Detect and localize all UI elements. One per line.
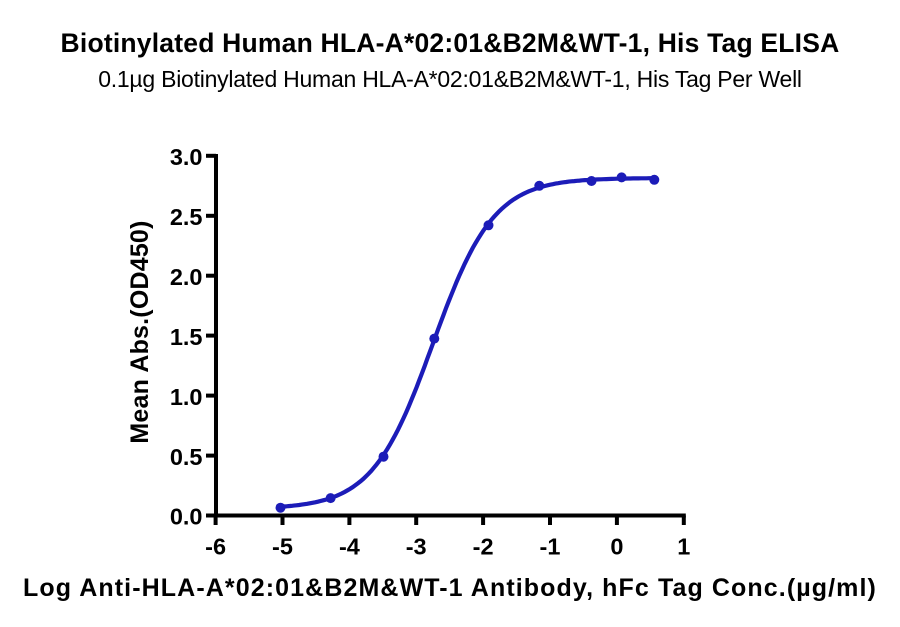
svg-text:-1: -1: [540, 534, 561, 560]
svg-text:-4: -4: [339, 534, 360, 560]
svg-text:-5: -5: [272, 534, 293, 560]
svg-text:2.0: 2.0: [170, 264, 203, 290]
svg-text:-3: -3: [406, 534, 427, 560]
svg-text:2.5: 2.5: [170, 204, 203, 230]
svg-text:3.0: 3.0: [170, 144, 203, 170]
svg-text:1.5: 1.5: [170, 324, 203, 350]
svg-text:0.0: 0.0: [170, 504, 203, 530]
svg-text:1: 1: [677, 534, 690, 560]
svg-text:0.5: 0.5: [170, 444, 203, 470]
svg-text:0: 0: [610, 534, 623, 560]
svg-text:-2: -2: [473, 534, 494, 560]
svg-text:1.0: 1.0: [170, 384, 203, 410]
svg-text:-6: -6: [205, 534, 226, 560]
svg-text:Mean Abs.(OD450): Mean Abs.(OD450): [126, 220, 154, 443]
